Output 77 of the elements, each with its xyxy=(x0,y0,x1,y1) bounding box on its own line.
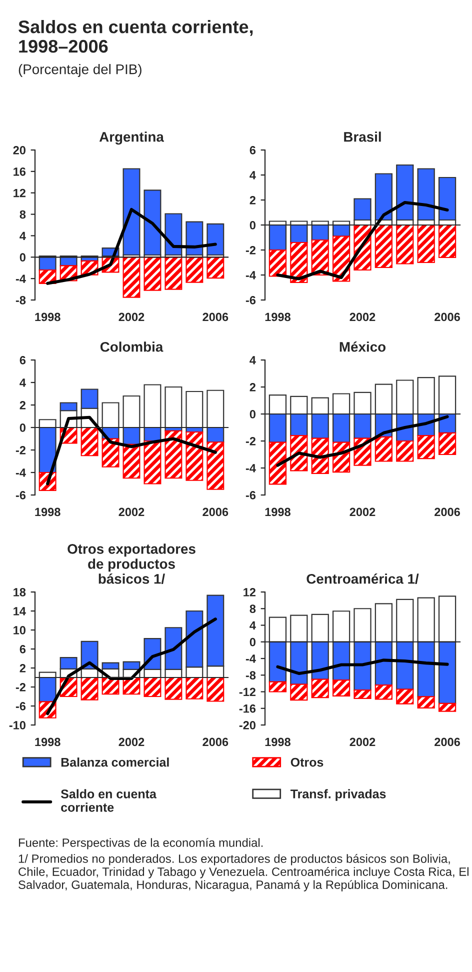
x-tick-label: 1998 xyxy=(35,738,60,746)
y-tick-label: 4 xyxy=(250,171,256,180)
x-tick-label: 1998 xyxy=(265,312,290,322)
y-tick-label: -8 xyxy=(16,296,26,304)
y-tick-label: -8 xyxy=(246,671,256,680)
x-tick-label: 2006 xyxy=(434,738,460,746)
y-tick-label: -2 xyxy=(16,446,26,454)
x-tick-label: 2002 xyxy=(118,312,144,322)
y-tick-label: 12 xyxy=(244,588,256,596)
source-note: Fuente: Perspectivas de la economía mundial. xyxy=(18,838,263,850)
y-tick-label: 0 xyxy=(250,410,256,418)
y-tick-label: -6 xyxy=(246,491,256,500)
y-tick-label: -10 xyxy=(9,721,26,730)
x-tick-label: 2006 xyxy=(434,508,460,516)
x-tick-label: 2002 xyxy=(350,738,376,746)
y-tick-label: 2 xyxy=(20,401,26,410)
y-tick-label: 0 xyxy=(20,424,26,432)
y-tick-label: 6 xyxy=(250,146,256,154)
y-tick-label: 14 xyxy=(14,607,26,616)
y-tick-label: 6 xyxy=(20,645,26,654)
chart-title: Argentina xyxy=(99,132,164,145)
text: 1/ Promedios no ponderados. Los exportadores de productos básicos son Bolivia, Chile, Ecuador, Trinidad y Tabago y Venezuela. Centroamérica incluye Costa Rica, El Salvador, Guatemala, Honduras, Nicaragua, Panamá y la República Dominicana. xyxy=(18,854,468,892)
y-tick-label: 2 xyxy=(20,664,26,672)
legend-label: Otros xyxy=(290,758,324,767)
x-tick-label: 2002 xyxy=(118,508,144,516)
y-tick-label: 18 xyxy=(14,588,26,596)
legend-label: Transf. privadas xyxy=(290,789,386,801)
y-tick-label: 0 xyxy=(250,221,256,230)
y-tick-label: -2 xyxy=(246,246,256,254)
y-tick-label: 0 xyxy=(20,253,26,262)
y-tick-label: 10 xyxy=(14,626,26,634)
y-tick-label: 8 xyxy=(20,210,26,219)
y-tick-label: -4 xyxy=(246,271,256,280)
chart-title: Centroamérica 1/ xyxy=(306,573,419,584)
y-tick-label: 0 xyxy=(250,638,256,646)
y-tick-label: 12 xyxy=(14,188,26,198)
chart-title: Otros exportadores de productos básicos 1/ xyxy=(68,544,196,584)
y-tick-label: -6 xyxy=(16,702,26,710)
y-tick-label: -16 xyxy=(239,704,256,713)
x-tick-label: 2002 xyxy=(350,312,376,322)
y-tick-label: 2 xyxy=(250,196,256,204)
y-tick-label: 4 xyxy=(250,356,256,364)
x-tick-label: 2006 xyxy=(434,312,460,322)
chart-title: México xyxy=(340,341,386,352)
x-tick-label: 2006 xyxy=(202,508,228,516)
chart-title: Colombia xyxy=(100,342,164,352)
x-tick-label: 1998 xyxy=(35,312,60,322)
legend-label: Saldo en cuenta corriente xyxy=(60,789,157,812)
x-tick-label: 1998 xyxy=(35,508,60,516)
x-tick-label: 2002 xyxy=(118,738,144,746)
y-tick-label: 6 xyxy=(20,356,26,364)
text: Saldos en cuenta corriente, 1998–2006 xyxy=(18,20,253,53)
y-tick-label: -6 xyxy=(246,296,256,304)
x-tick-label: 1998 xyxy=(265,508,290,516)
x-tick-label: 2006 xyxy=(202,312,228,322)
legend-label: Balanza comercial xyxy=(61,758,169,767)
y-tick-label: 8 xyxy=(250,604,256,614)
y-tick-label: -4 xyxy=(16,468,26,477)
y-tick-label: 20 xyxy=(13,146,26,154)
y-tick-label: 16 xyxy=(14,167,26,176)
y-tick-label: -2 xyxy=(16,683,26,692)
y-tick-label: -12 xyxy=(239,688,256,696)
y-tick-label: -4 xyxy=(16,274,26,283)
y-tick-label: -4 xyxy=(246,464,256,472)
y-tick-label: 4 xyxy=(20,232,26,240)
y-tick-label: -2 xyxy=(246,437,256,446)
x-tick-label: 1998 xyxy=(265,738,290,746)
y-tick-label: 4 xyxy=(250,621,256,630)
text: (Porcentaje del PIB) xyxy=(18,64,142,77)
y-tick-label: 2 xyxy=(250,383,256,392)
y-tick-label: -20 xyxy=(239,721,256,730)
x-tick-label: 2006 xyxy=(202,738,228,746)
y-tick-label: 4 xyxy=(20,378,26,387)
chart-title: Brasil xyxy=(344,132,381,142)
x-tick-label: 2002 xyxy=(350,508,376,516)
y-tick-label: -6 xyxy=(16,491,26,500)
y-tick-label: -4 xyxy=(246,654,256,663)
